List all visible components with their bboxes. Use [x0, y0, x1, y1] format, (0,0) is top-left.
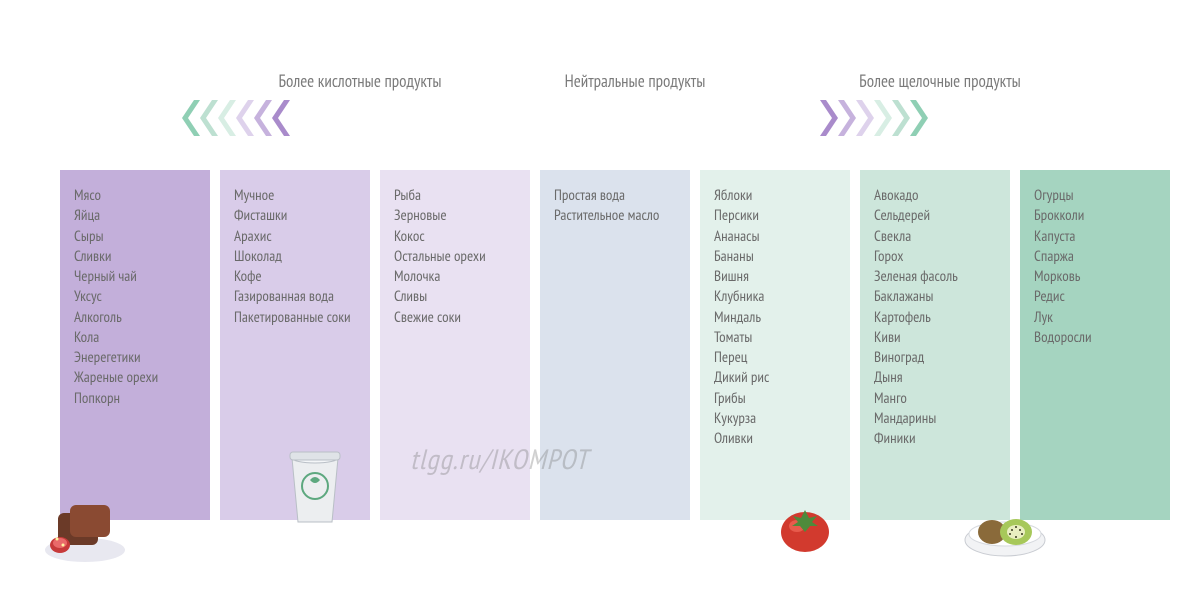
- food-item: Дикий рис: [714, 368, 836, 388]
- food-item: Брокколи: [1034, 206, 1156, 226]
- food-item: Перец: [714, 348, 836, 368]
- food-item: Газированная вода: [234, 287, 356, 307]
- food-item: Простая вода: [554, 186, 676, 206]
- food-item: Остальные орехи: [394, 247, 516, 267]
- food-item: Мучное: [234, 186, 356, 206]
- food-item: Пакетированные соки: [234, 308, 356, 328]
- food-item: Огурцы: [1034, 186, 1156, 206]
- food-item: Сельдерей: [874, 206, 996, 226]
- arrows-acidic: [180, 100, 288, 136]
- header-neutral: Нейтральные продукты: [530, 70, 740, 92]
- arrows-alkaline: [820, 100, 928, 136]
- food-item: Рыба: [394, 186, 516, 206]
- food-item: Молочка: [394, 267, 516, 287]
- column-6: ОгурцыБрокколиКапустаСпаржаМорковьРедисЛ…: [1020, 170, 1170, 520]
- food-item: Мандарины: [874, 409, 996, 429]
- food-item: Ананасы: [714, 227, 836, 247]
- food-item: Мясо: [74, 186, 196, 206]
- food-item: Лук: [1034, 308, 1156, 328]
- food-item: Спаржа: [1034, 247, 1156, 267]
- food-item: Морковь: [1034, 267, 1156, 287]
- column-1: МучноеФисташкиАрахисШоколадКофеГазирован…: [220, 170, 370, 520]
- food-item: Манго: [874, 389, 996, 409]
- food-item: Зеленая фасоль: [874, 267, 996, 287]
- food-item: Персики: [714, 206, 836, 226]
- food-item: Свежие соки: [394, 308, 516, 328]
- food-item: Киви: [874, 328, 996, 348]
- column-3: Простая водаРастительное масло: [540, 170, 690, 520]
- food-item: Водоросли: [1034, 328, 1156, 348]
- food-item: Энерегетики: [74, 348, 196, 368]
- food-item: Жареные орехи: [74, 368, 196, 388]
- food-item: Сливки: [74, 247, 196, 267]
- food-item: Капуста: [1034, 227, 1156, 247]
- food-item: Алкоголь: [74, 308, 196, 328]
- food-item: Клубника: [714, 287, 836, 307]
- food-item: Дыня: [874, 368, 996, 388]
- food-item: Виноград: [874, 348, 996, 368]
- food-item: Попкорн: [74, 389, 196, 409]
- food-item: Яблоки: [714, 186, 836, 206]
- food-item: Растительное масло: [554, 206, 676, 226]
- food-item: Оливки: [714, 429, 836, 449]
- food-item: Миндаль: [714, 308, 836, 328]
- food-item: Фисташки: [234, 206, 356, 226]
- columns-container: МясоЯйцаСырыСливкиЧерный чайУксусАлкогол…: [60, 170, 1170, 520]
- food-item: Финики: [874, 429, 996, 449]
- header-acidic: Более кислотные продукты: [210, 70, 510, 92]
- food-item: Кофе: [234, 267, 356, 287]
- food-item: Горох: [874, 247, 996, 267]
- food-item: Сыры: [74, 227, 196, 247]
- food-item: Авокадо: [874, 186, 996, 206]
- food-item: Шоколад: [234, 247, 356, 267]
- column-2: РыбаЗерновыеКокосОстальные орехиМолочкаС…: [380, 170, 530, 520]
- food-item: Грибы: [714, 389, 836, 409]
- food-item: Вишня: [714, 267, 836, 287]
- food-item: Картофель: [874, 308, 996, 328]
- food-item: Кола: [74, 328, 196, 348]
- food-item: Томаты: [714, 328, 836, 348]
- food-item: Кокос: [394, 227, 516, 247]
- food-item: Черный чай: [74, 267, 196, 287]
- food-item: Свекла: [874, 227, 996, 247]
- food-item: Арахис: [234, 227, 356, 247]
- food-item: Редис: [1034, 287, 1156, 307]
- column-4: ЯблокиПерсикиАнанасыБананыВишняКлубникаМ…: [700, 170, 850, 520]
- food-item: Зерновые: [394, 206, 516, 226]
- food-item: Кукурза: [714, 409, 836, 429]
- food-item: Бананы: [714, 247, 836, 267]
- column-0: МясоЯйцаСырыСливкиЧерный чайУксусАлкогол…: [60, 170, 210, 520]
- food-item: Сливы: [394, 287, 516, 307]
- header-alkaline: Более щелочные продукты: [790, 70, 1090, 92]
- food-item: Уксус: [74, 287, 196, 307]
- food-item: Баклажаны: [874, 287, 996, 307]
- column-5: АвокадоСельдерейСвеклаГорохЗеленая фасол…: [860, 170, 1010, 520]
- food-item: Яйца: [74, 206, 196, 226]
